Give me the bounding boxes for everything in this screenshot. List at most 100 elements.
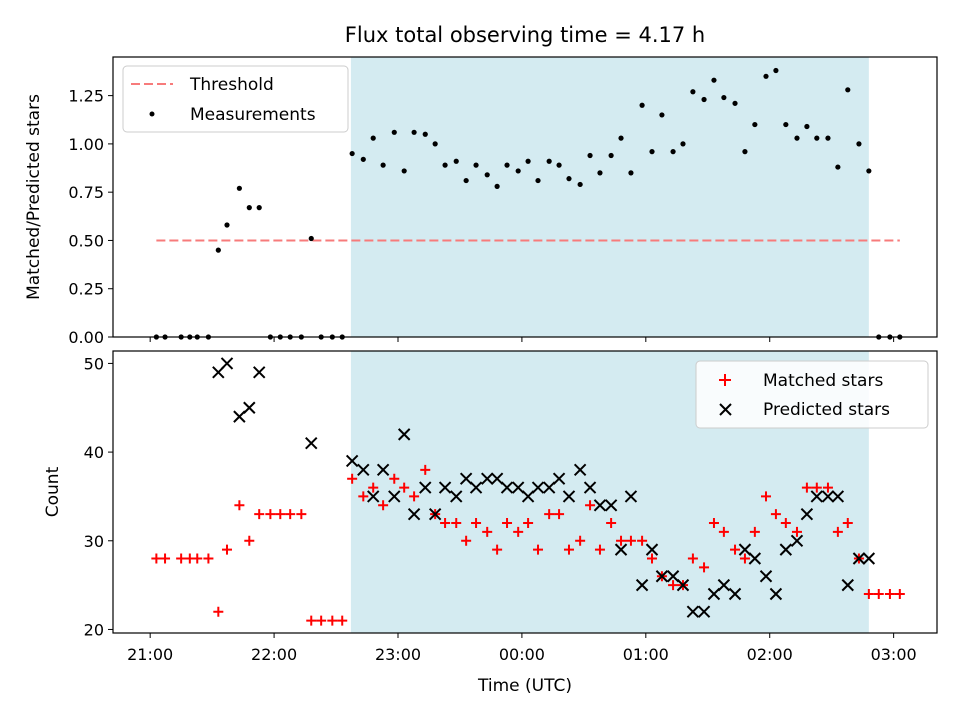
measurement-point bbox=[618, 135, 624, 141]
matched-star-point bbox=[347, 473, 358, 484]
measurement-point bbox=[732, 100, 738, 106]
ratio-legend-box bbox=[122, 65, 349, 133]
measurement-point bbox=[680, 141, 686, 147]
matched-star-point bbox=[221, 544, 232, 555]
matched-star-point bbox=[176, 553, 187, 564]
predicted-star-point bbox=[450, 490, 463, 503]
matched-star-point bbox=[523, 518, 534, 529]
matched-star-point bbox=[316, 615, 327, 626]
matched-star-point bbox=[708, 518, 719, 529]
ratio-x-ticks bbox=[149, 337, 895, 342]
measurement-point bbox=[473, 162, 479, 168]
matched-star-point bbox=[461, 535, 472, 546]
predicted-star-point bbox=[604, 499, 618, 512]
matched-star-point bbox=[585, 500, 596, 511]
matched-star-point bbox=[244, 535, 255, 546]
matched-star-point bbox=[801, 482, 812, 493]
matched-star-points bbox=[151, 464, 905, 626]
matched-star-point bbox=[482, 526, 493, 537]
predicted-star-point bbox=[531, 481, 545, 494]
predicted-star-point bbox=[469, 481, 483, 494]
measurement-point bbox=[752, 121, 758, 128]
y-tick-label: 0.00 bbox=[68, 328, 104, 347]
predicted-star-point bbox=[305, 437, 318, 450]
matched-star-point bbox=[254, 509, 265, 520]
measurement-point bbox=[711, 77, 717, 83]
x-axis-label: Time (UTC) bbox=[477, 676, 572, 696]
matched-star-point bbox=[791, 526, 802, 537]
measurement-point bbox=[649, 149, 655, 155]
measurement-point bbox=[370, 135, 376, 141]
matched-star-point bbox=[533, 544, 544, 555]
measurement-point bbox=[701, 96, 707, 103]
matched-star-point bbox=[203, 553, 214, 564]
measurement-point bbox=[556, 162, 562, 168]
matched-star-point bbox=[440, 518, 451, 529]
matched-star-point bbox=[822, 482, 833, 493]
ratio-panel: 0.00 0.25 0.50 0.75 1.00 1.25 Matched/Predict… bbox=[24, 56, 938, 347]
y-tick-label: 0.25 bbox=[68, 280, 104, 299]
measurement-point bbox=[742, 149, 748, 155]
measurement-point bbox=[453, 158, 459, 164]
matched-star-point bbox=[296, 509, 307, 520]
predicted-star-point bbox=[645, 543, 659, 556]
measurement-point bbox=[494, 183, 500, 189]
predicted-star-point bbox=[357, 463, 370, 477]
matched-star-point bbox=[749, 526, 760, 537]
count-y-axis-label: Count bbox=[43, 466, 63, 517]
measurement-point bbox=[463, 177, 469, 184]
predicted-star-point bbox=[542, 481, 556, 494]
predicted-star-point bbox=[345, 454, 359, 468]
predicted-star-point bbox=[490, 472, 504, 485]
predicted-star-point bbox=[438, 481, 452, 494]
predicted-star-point bbox=[676, 578, 690, 592]
y-tick-label: 0.75 bbox=[68, 183, 104, 202]
predicted-star-point bbox=[790, 534, 804, 547]
y-tick-label: 0.50 bbox=[68, 231, 104, 250]
predicted-star-point bbox=[769, 587, 783, 601]
measurement-point bbox=[422, 131, 428, 137]
y-tick-label: 30 bbox=[84, 532, 104, 551]
predicted-star-point bbox=[831, 490, 845, 503]
predicted-star-point bbox=[583, 481, 597, 494]
measurement-point bbox=[411, 129, 417, 135]
matched-star-point bbox=[647, 553, 658, 564]
measurement-point bbox=[773, 67, 779, 74]
matched-star-point bbox=[306, 615, 317, 626]
y-tick-label: 40 bbox=[84, 443, 104, 462]
matched-star-point bbox=[265, 509, 276, 520]
matched-star-point bbox=[213, 606, 224, 617]
predicted-star-point bbox=[511, 481, 525, 494]
matched-star-point bbox=[409, 491, 420, 502]
measurement-point bbox=[597, 170, 603, 176]
matched-star-point bbox=[668, 580, 679, 591]
measurement-point bbox=[546, 158, 552, 164]
matched-star-point bbox=[770, 509, 781, 520]
measurement-point bbox=[577, 181, 583, 188]
legend-measurements-label: Measurements bbox=[190, 105, 316, 125]
y-tick-label: 1.25 bbox=[68, 87, 104, 106]
measurement-point bbox=[391, 129, 397, 135]
predicted-star-point bbox=[759, 570, 773, 583]
matched-star-point bbox=[594, 544, 605, 555]
y-tick-label: 1.00 bbox=[68, 135, 104, 154]
matched-star-point bbox=[451, 518, 462, 529]
matched-star-point bbox=[832, 526, 843, 537]
count-legend-box bbox=[695, 360, 929, 429]
matched-star-point bbox=[761, 491, 772, 502]
y-tick-label: 20 bbox=[84, 620, 104, 639]
matched-star-point bbox=[873, 588, 884, 599]
matched-star-point bbox=[811, 482, 822, 493]
predicted-star-point bbox=[707, 587, 721, 601]
count-plot-frame bbox=[112, 350, 938, 634]
measurement-point bbox=[566, 176, 572, 182]
matched-star-point bbox=[699, 562, 710, 573]
predicted-star-point bbox=[841, 578, 854, 592]
measurement-point bbox=[608, 152, 614, 159]
predicted-star-point bbox=[253, 366, 266, 379]
measurement-point bbox=[690, 89, 696, 95]
matched-star-point bbox=[513, 526, 524, 537]
measurement-point bbox=[515, 168, 521, 174]
matched-star-point bbox=[739, 553, 750, 564]
matched-star-point bbox=[502, 518, 513, 529]
